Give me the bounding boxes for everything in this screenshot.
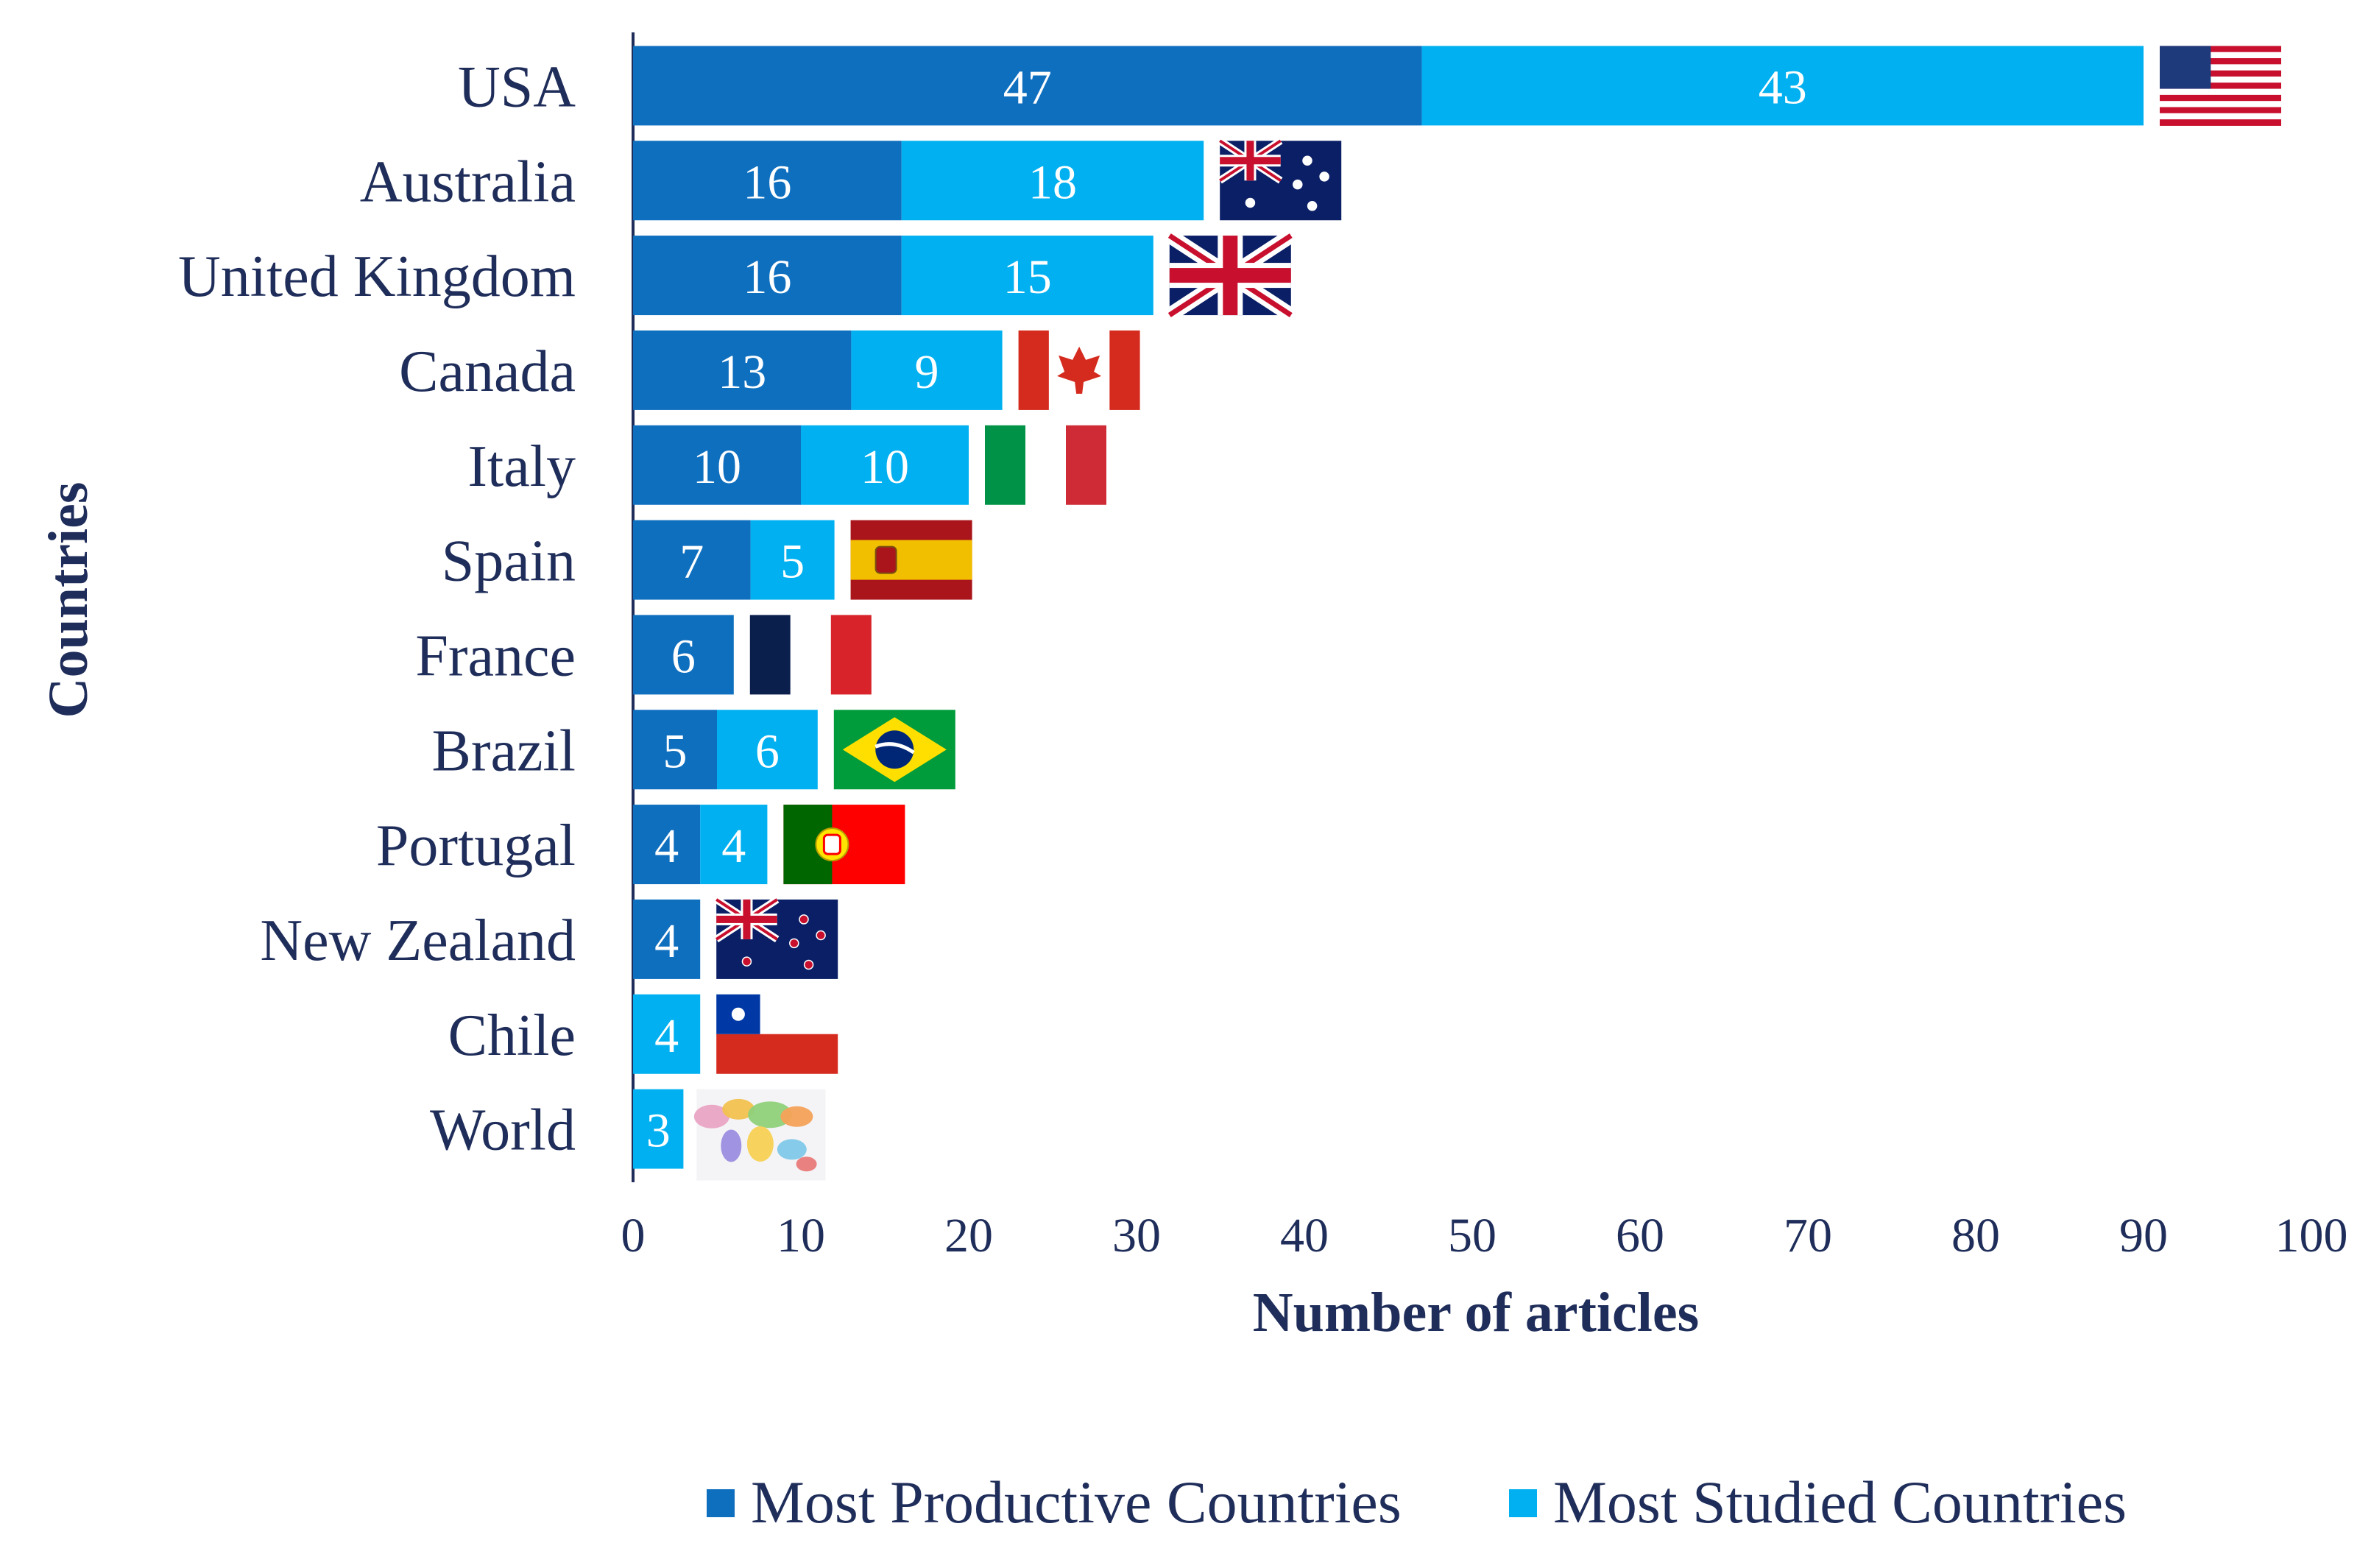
- data-label: 16: [743, 155, 791, 209]
- legend-label: Most Studied Countries: [1553, 1469, 2127, 1536]
- x-tick-label: 60: [1616, 1209, 1664, 1262]
- category-label: Portugal: [376, 813, 576, 878]
- data-label: 16: [743, 250, 791, 304]
- data-label: 3: [646, 1104, 671, 1158]
- legend: Most Productive Countries Most Studied Co…: [707, 1469, 2127, 1536]
- bar-studied: [717, 710, 818, 790]
- data-label: 7: [679, 535, 704, 589]
- x-tick-label: 50: [1448, 1209, 1497, 1262]
- x-tick-label: 70: [1784, 1209, 1832, 1262]
- bar-productive: [633, 425, 801, 505]
- data-label: 6: [671, 629, 696, 683]
- x-tick-label: 0: [621, 1209, 646, 1262]
- italy-flag: [985, 425, 1106, 505]
- bar-studied: [801, 425, 969, 505]
- bar-productive: [633, 805, 701, 885]
- x-tick-label: 80: [1951, 1209, 2000, 1262]
- category-label: Spain: [442, 529, 576, 594]
- bar-productive: [633, 710, 717, 790]
- category-label: USA: [458, 54, 576, 119]
- data-label: 9: [915, 345, 939, 399]
- x-tick-label: 40: [1280, 1209, 1329, 1262]
- world-map: [693, 1089, 826, 1181]
- bar-studied: [1421, 46, 2144, 126]
- bar-studied: [633, 1089, 684, 1169]
- category-label: Australia: [360, 149, 576, 214]
- australia-flag: [1218, 138, 1342, 221]
- us-flag: [2160, 46, 2281, 126]
- x-tick-label: 10: [777, 1209, 825, 1262]
- bar-productive: [633, 330, 852, 410]
- bar-productive: [633, 899, 701, 979]
- data-label: 18: [1028, 155, 1077, 209]
- flags: [693, 46, 2281, 1181]
- category-labels: USA Australia United Kingdom Canada Italy Spa…: [178, 54, 576, 1162]
- data-label: 4: [721, 819, 746, 873]
- data-label: 6: [755, 724, 780, 778]
- bar-studied: [901, 141, 1204, 221]
- data-label: 4: [654, 819, 679, 873]
- bar-productive: [633, 46, 1422, 126]
- category-label: Brazil: [432, 718, 576, 783]
- x-tick-label: 20: [944, 1209, 993, 1262]
- x-tick-label: 100: [2275, 1209, 2348, 1262]
- bar-productive: [633, 520, 751, 600]
- data-label: 5: [780, 535, 805, 589]
- data-label: 4: [654, 914, 679, 968]
- bar-studied: [901, 236, 1153, 316]
- uk-flag: [1165, 229, 1296, 322]
- category-label: France: [415, 624, 576, 688]
- legend-swatch-studied: [1509, 1489, 1537, 1517]
- spain-flag: [850, 520, 972, 600]
- data-label: 13: [718, 345, 766, 399]
- category-label: Chile: [448, 1003, 576, 1068]
- data-label: 10: [693, 440, 741, 494]
- data-label: 47: [1003, 60, 1052, 114]
- x-axis-title: Number of articles: [1253, 1282, 1699, 1343]
- data-label: 10: [861, 440, 909, 494]
- category-label: New Zealand: [260, 908, 576, 973]
- x-tick-label: 30: [1112, 1209, 1161, 1262]
- x-tick-label: 90: [2119, 1209, 2168, 1262]
- bar-studied: [700, 805, 768, 885]
- data-label: 5: [663, 724, 688, 778]
- legend-swatch-productive: [707, 1489, 735, 1517]
- x-axis-ticks: 0 10 20 30 40 50 60 70 80 90 100: [621, 1209, 2348, 1262]
- category-label: World: [430, 1098, 576, 1163]
- new-zealand-flag: [714, 896, 838, 979]
- bar-productive: [633, 236, 902, 316]
- category-label: Italy: [467, 434, 576, 499]
- category-label: United Kingdom: [178, 244, 576, 309]
- bar-productive: [633, 615, 734, 695]
- canada-flag: [1018, 330, 1140, 410]
- data-label: 15: [1003, 250, 1052, 304]
- bar-studied: [633, 994, 701, 1074]
- data-label: 4: [654, 1009, 679, 1063]
- brazil-flag: [833, 710, 955, 790]
- bar-studied: [750, 520, 835, 600]
- bar-studied: [851, 330, 1003, 410]
- y-axis-title: Countries: [38, 482, 99, 718]
- france-flag: [749, 615, 872, 695]
- legend-label: Most Productive Countries: [751, 1469, 1402, 1536]
- portugal-flag: [783, 805, 905, 885]
- bar-productive: [633, 141, 902, 221]
- chile-flag: [716, 994, 838, 1074]
- category-label: Canada: [399, 339, 576, 404]
- data-label: 43: [1759, 60, 1807, 114]
